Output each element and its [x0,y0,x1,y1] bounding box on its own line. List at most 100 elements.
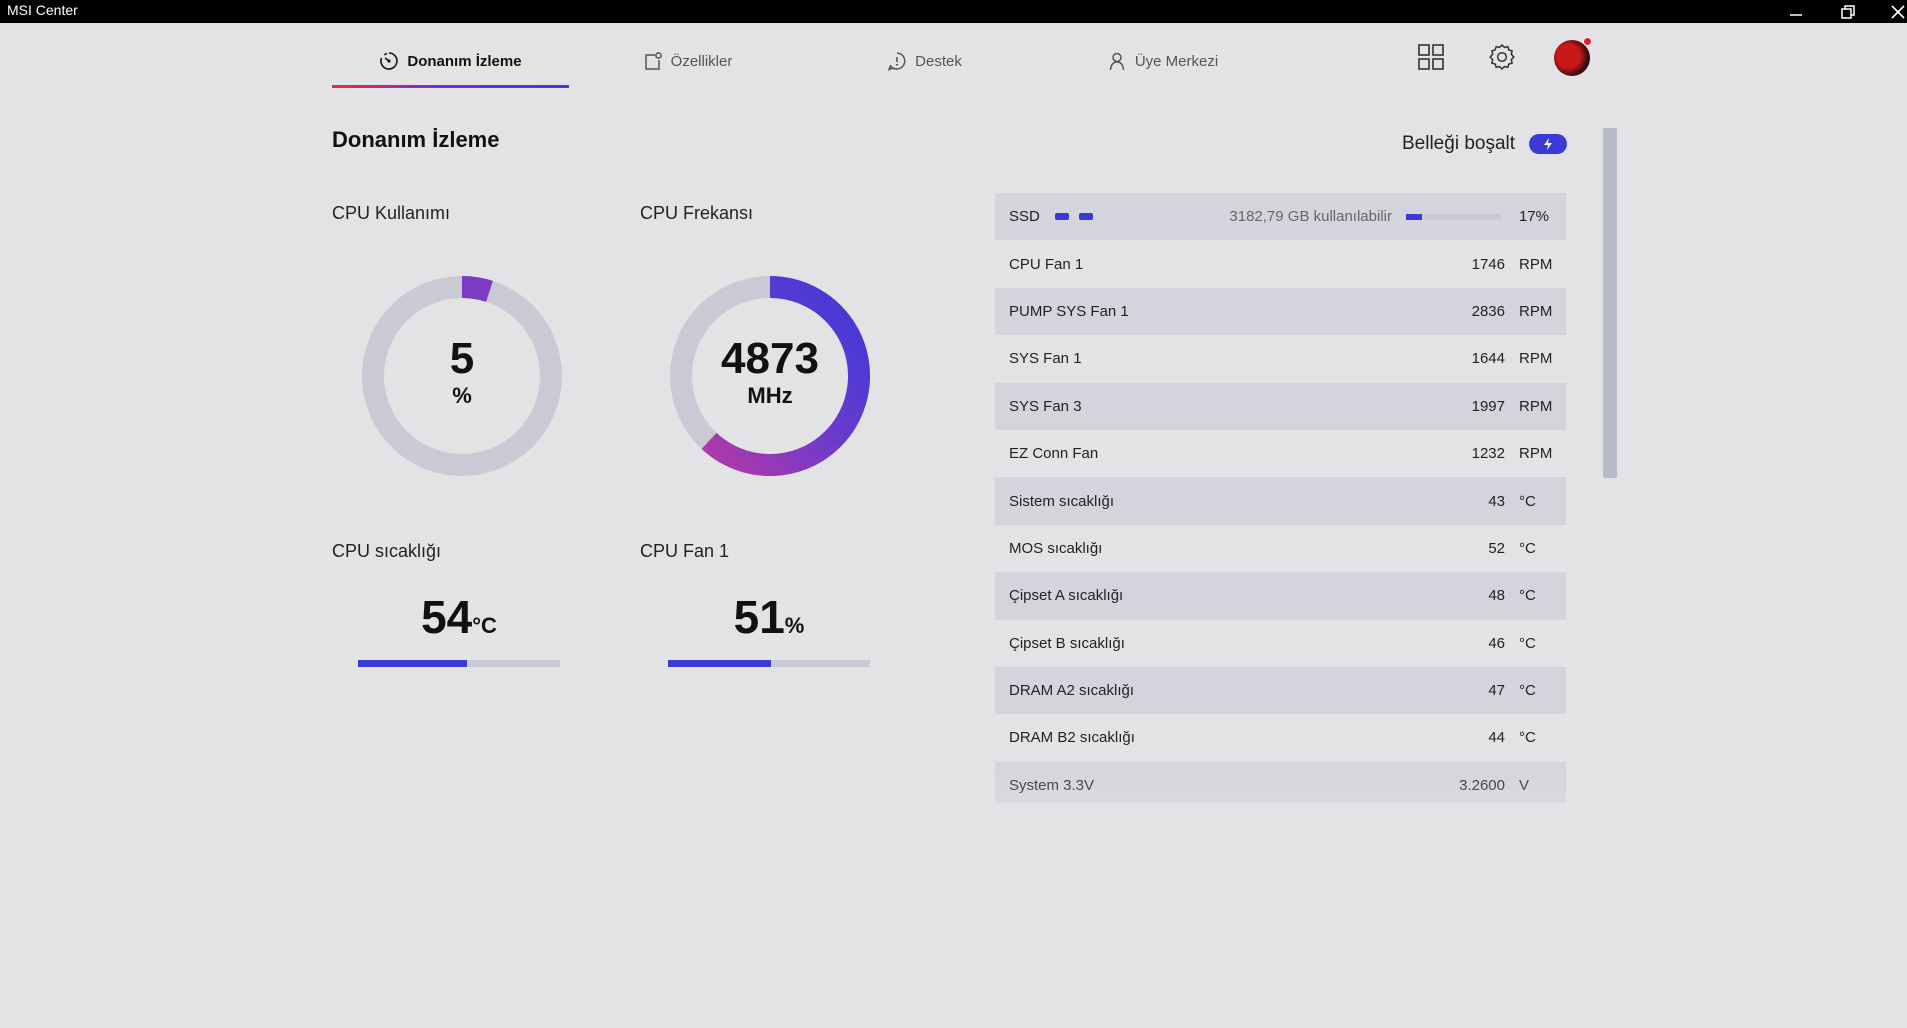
features-icon [644,52,662,70]
sensor-unit: °C [1519,492,1536,510]
sensor-unit: RPM [1519,255,1553,273]
close-button[interactable] [1875,0,1907,23]
sensor-name: Sistem sıcaklığı [1009,492,1115,510]
gauge-arc [461,276,493,302]
app-title: MSI Center [7,2,78,18]
sensor-row: MOS sıcaklığı 52 °C [995,525,1566,572]
page-title: Donanım İzleme [332,127,500,152]
cpu-fan-bar [668,660,870,667]
ssd-indicator [1055,213,1069,220]
cpu-usage-gauge: 5 % [359,273,565,479]
sensor-name: EZ Conn Fan [1009,445,1099,463]
tab-ozellikler[interactable]: Özellikler [595,38,780,84]
sensor-name: SYS Fan 3 [1009,397,1082,415]
sensor-value: 2836 [1471,302,1505,320]
sensor-unit: RPM [1519,397,1553,415]
tab-label: Donanım İzleme [407,52,522,70]
cpu-usage-ring [362,276,562,476]
cpu-temp-value: 54 [421,591,473,643]
ssd-row: SSD 3182,79 GB kullanılabilir 17% [995,193,1566,241]
top-navigation: Donanım İzleme Özellikler Destek Üye Mer… [0,23,1907,101]
sensor-value: 52 [1488,539,1505,557]
title-bar: MSI Center [0,0,1907,23]
sensor-name: CPU Fan 1 [1009,255,1084,273]
release-memory-label: Belleği boşalt [1402,133,1516,154]
sensor-value: 44 [1488,729,1505,747]
sensor-name: DRAM A2 sıcaklığı [1009,682,1135,700]
sensor-value: 43 [1488,492,1505,510]
sensor-name: Çipset A sıcaklığı [1009,587,1124,605]
sensor-name: MOS sıcaklığı [1009,539,1103,557]
cpu-freq-ring [670,276,870,476]
restore-button[interactable] [1825,0,1871,23]
grid-icon[interactable] [1417,43,1445,71]
sensor-value: 1232 [1471,445,1505,463]
tab-label: Üye Merkezi [1134,52,1219,70]
cpu-temp-bar [358,660,560,667]
cpu-usage-unit: % [452,383,472,408]
user-icon [1109,52,1125,71]
sensor-name: Çipset B sıcaklığı [1009,634,1125,652]
sensor-row: SYS Fan 1 1644 RPM [995,335,1566,382]
tab-donanim-izleme[interactable]: Donanım İzleme [332,38,569,88]
sensor-value: 47 [1488,682,1505,700]
sensor-name: DRAM B2 sıcaklığı [1009,729,1135,747]
ssd-usage-bar [1406,214,1501,220]
sensor-list: SSD 3182,79 GB kullanılabilir 17% CPU Fa… [995,193,1566,803]
sensor-row: System 3.3V 3.2600 V [995,761,1566,803]
sensor-name: PUMP SYS Fan 1 [1009,302,1129,320]
monitor-gauge-icon [380,52,399,70]
close-icon [1891,4,1905,19]
cpu-temp-unit: °C [472,613,497,638]
sensor-value: 1644 [1471,350,1505,368]
scrollbar[interactable] [1603,128,1617,478]
release-memory: Belleği boşalt [1402,133,1568,155]
cpu-freq-gauge: 4873 MHz [667,273,873,479]
cpu-freq-label: CPU Frekansı [640,203,754,223]
lightning-icon [1544,138,1553,150]
sensor-row: DRAM A2 sıcaklığı 47 °C [995,666,1566,715]
ssd-percent: 17% [1518,208,1549,226]
cpu-temp-readout: 54°C [358,590,560,644]
gauge-arc [701,276,870,476]
minimize-icon [1790,13,1802,16]
ssd-usage-fill [1406,214,1423,220]
sensor-value: 1746 [1471,255,1505,273]
cpu-temp-bar-fill [358,660,468,667]
minimize-button[interactable] [1773,0,1819,23]
tab-destek[interactable]: Destek [832,38,1017,84]
tab-label: Destek [915,52,962,70]
ssd-indicator [1079,213,1093,220]
sensor-row: DRAM B2 sıcaklığı 44 °C [995,714,1566,761]
cpu-fan-unit: % [784,613,805,638]
notification-dot [1583,37,1592,46]
tab-label: Özellikler [670,52,733,70]
cpu-temp-label: CPU sıcaklığı [332,541,442,561]
gear-icon[interactable] [1487,42,1517,72]
cpu-fan-value: 51 [733,591,785,643]
sensor-value: 46 [1488,634,1505,652]
sensor-unit: RPM [1519,302,1553,320]
cpu-fan-label: CPU Fan 1 [640,541,730,561]
ssd-name: SSD [1009,208,1040,226]
sensor-row: PUMP SYS Fan 1 2836 RPM [995,287,1566,336]
support-icon [887,52,906,71]
sensor-name: SYS Fan 1 [1009,350,1082,368]
avatar[interactable] [1554,37,1592,76]
sensor-value: 48 [1488,587,1505,605]
cpu-freq-value: 4873 [721,334,819,383]
sensor-value: 3.2600 [1459,776,1505,794]
cpu-usage-value: 5 [449,334,475,383]
sensor-unit: °C [1519,539,1536,557]
sensor-unit: °C [1519,587,1536,605]
sensor-name: System 3.3V [1009,776,1095,794]
ssd-available: 3182,79 GB kullanılabilir [1229,208,1392,226]
active-tab-indicator [332,85,569,88]
sensor-row: Sistem sıcaklığı 43 °C [995,477,1566,525]
release-memory-button[interactable] [1529,134,1568,154]
sensor-unit: RPM [1519,350,1553,368]
sensor-unit: V [1519,776,1530,794]
cpu-usage-label: CPU Kullanımı [332,203,451,223]
sensor-row: Çipset A sıcaklığı 48 °C [995,572,1566,620]
tab-uye-merkezi[interactable]: Üye Merkezi [1070,38,1255,84]
